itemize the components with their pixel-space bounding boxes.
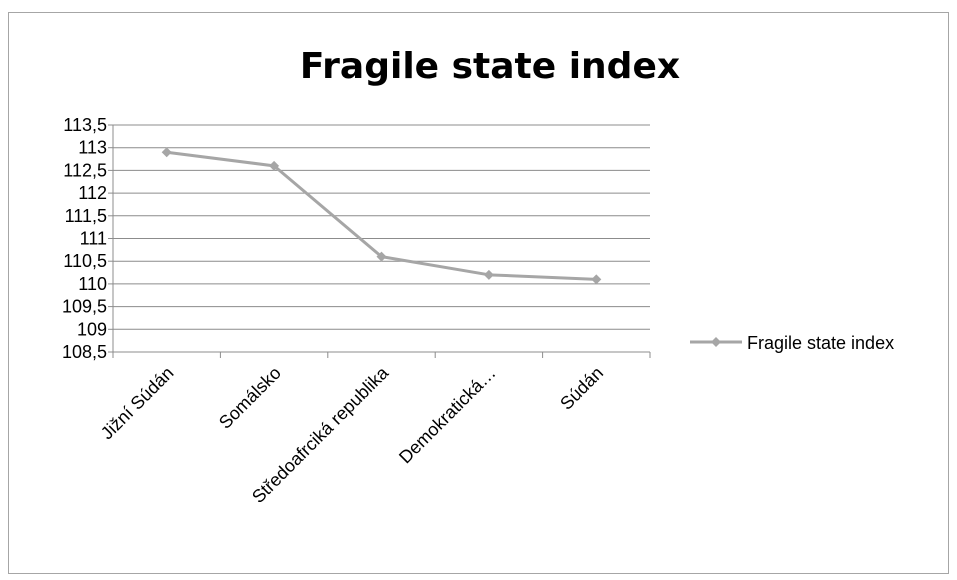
x-category-label: Demokratická… bbox=[395, 363, 500, 468]
data-point bbox=[483, 269, 494, 280]
data-point bbox=[376, 251, 387, 262]
y-tick-label: 113 bbox=[78, 138, 107, 158]
legend: Fragile state index bbox=[690, 333, 894, 353]
y-tick-label: 111,5 bbox=[65, 206, 107, 226]
y-tick-label: 112,5 bbox=[63, 160, 107, 180]
y-tick-label: 110,5 bbox=[63, 251, 107, 271]
x-category-label: Jižní Súdán bbox=[97, 363, 178, 444]
x-category-label: Súdán bbox=[556, 363, 607, 414]
y-tick-label: 111 bbox=[80, 229, 107, 249]
y-tick-label: 110 bbox=[78, 274, 107, 294]
y-tick-label: 109,5 bbox=[62, 297, 107, 317]
legend-marker bbox=[711, 337, 721, 347]
data-point bbox=[161, 147, 172, 158]
y-tick-label: 109 bbox=[77, 319, 107, 339]
x-category-label: Somálsko bbox=[215, 363, 285, 433]
data-point bbox=[591, 274, 602, 285]
data-point bbox=[269, 160, 280, 171]
legend-label: Fragile state index bbox=[747, 333, 894, 353]
chart-title: Fragile state index bbox=[300, 46, 680, 87]
y-tick-label: 113,5 bbox=[63, 115, 107, 135]
y-tick-label: 108,5 bbox=[62, 342, 107, 362]
chart-frame bbox=[8, 12, 949, 574]
y-tick-label: 112 bbox=[78, 183, 107, 203]
